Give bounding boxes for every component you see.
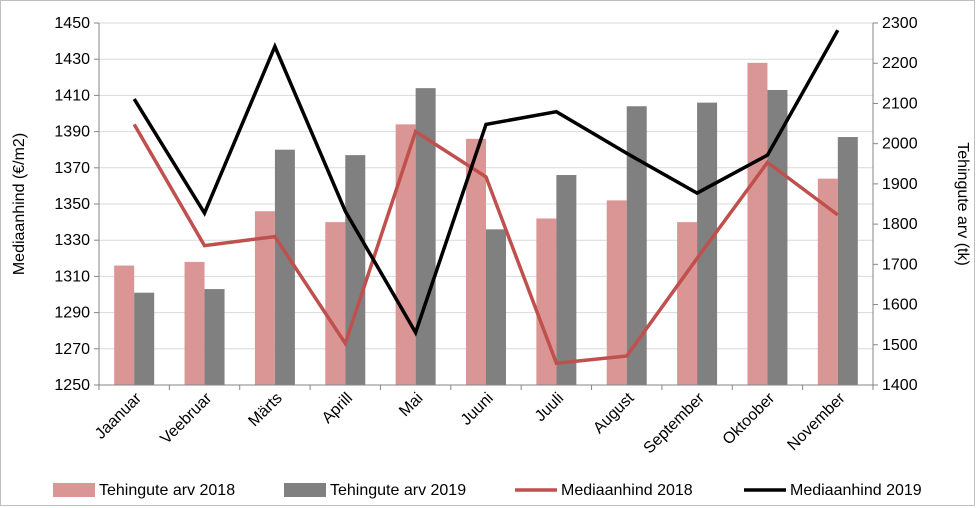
y2-tick-label-0: 1400 bbox=[882, 377, 918, 394]
y-tick-label-2: 1290 bbox=[54, 305, 90, 322]
y-tick-label-3: 1310 bbox=[54, 268, 90, 285]
bar-2018-5 bbox=[466, 138, 486, 385]
y-tick-label-6: 1370 bbox=[54, 160, 90, 177]
legend-item-tehingute-2018: Tehingute arv 2018 bbox=[53, 482, 235, 499]
legend-item-tehingute-2019: Tehingute arv 2019 bbox=[284, 482, 466, 499]
bar-2019-3 bbox=[345, 155, 366, 385]
y2-axis-title: Tehingute arv (tk) bbox=[954, 142, 971, 266]
x-tick-label-6: Juuli bbox=[532, 390, 567, 425]
legend-item-mediaanhind-2019-label: Mediaanhind 2019 bbox=[790, 482, 922, 499]
line-mediaanhind-2019 bbox=[132, 29, 840, 337]
x-tick-label-3: Aprill bbox=[319, 390, 356, 427]
y-tick-label-8: 1410 bbox=[54, 87, 90, 104]
x-tick-label-8: September bbox=[641, 389, 709, 457]
y2-tick-label-7: 2100 bbox=[882, 95, 918, 112]
legend-item-mediaanhind-2018: Mediaanhind 2018 bbox=[515, 482, 693, 499]
line-mediaanhind-2018 bbox=[132, 123, 839, 366]
x-tick-label-4: Mai bbox=[396, 390, 426, 420]
bar-2019-6 bbox=[556, 175, 577, 385]
legend-item-tehingute-2019-swatch bbox=[284, 483, 326, 497]
x-tick-label-0: Jaanuar bbox=[92, 389, 145, 442]
y-tick-label-0: 1250 bbox=[54, 377, 90, 394]
x-tick-label-5: Juuni bbox=[458, 390, 497, 429]
bar-2019-2 bbox=[274, 149, 295, 385]
y-tick-label-10: 1450 bbox=[54, 15, 90, 32]
y2-tick-label-5: 1900 bbox=[882, 176, 918, 193]
legend-item-mediaanhind-2018-label: Mediaanhind 2018 bbox=[561, 482, 693, 499]
line-series-group bbox=[132, 29, 840, 366]
bar-2018-10 bbox=[817, 178, 838, 385]
legend-item-tehingute-2018-swatch bbox=[53, 483, 95, 497]
bar-2019-1 bbox=[204, 289, 225, 385]
bar-2018-6 bbox=[536, 218, 557, 385]
y2-tick-label-1: 1500 bbox=[882, 337, 918, 354]
y-tick-label-1: 1270 bbox=[54, 341, 90, 358]
bar-2019-9 bbox=[767, 89, 788, 385]
bar-series-group bbox=[114, 62, 858, 386]
x-tick-label-7: August bbox=[590, 389, 638, 437]
y-tick-label-9: 1430 bbox=[54, 51, 90, 68]
legend-item-tehingute-2019-label: Tehingute arv 2019 bbox=[330, 482, 466, 499]
bar-2018-3 bbox=[325, 222, 346, 385]
legend: Tehingute arv 2018 Tehingute arv 2019 Medi… bbox=[53, 482, 922, 499]
bar-2019-10 bbox=[837, 137, 858, 385]
bar-2018-9 bbox=[747, 62, 768, 385]
bar-2019-4 bbox=[415, 88, 436, 385]
bar-2018-1 bbox=[184, 261, 205, 385]
x-tick-label-9: Oktoober bbox=[720, 389, 779, 448]
x-tick-label-2: Märts bbox=[245, 390, 285, 430]
legend-item-tehingute-2018-label: Tehingute arv 2018 bbox=[99, 482, 235, 499]
y-tick-label-4: 1330 bbox=[54, 232, 90, 249]
y-tick-label-7: 1390 bbox=[54, 124, 90, 141]
bar-2019-7 bbox=[626, 106, 647, 385]
bar-2018-0 bbox=[114, 265, 135, 385]
bar-2018-4 bbox=[395, 124, 416, 386]
bar-2018-7 bbox=[606, 200, 627, 385]
y2-tick-label-2: 1600 bbox=[882, 297, 918, 314]
bar-2019-0 bbox=[134, 292, 155, 385]
y2-tick-label-3: 1700 bbox=[882, 256, 918, 273]
legend-item-mediaanhind-2019: Mediaanhind 2019 bbox=[744, 482, 922, 499]
y2-tick-label-6: 2000 bbox=[882, 136, 918, 153]
x-tick-label-1: Veebruar bbox=[157, 389, 215, 447]
y-axis-title: Mediaanhind (€/m2) bbox=[11, 133, 28, 275]
bar-2019-5 bbox=[486, 229, 506, 385]
y2-tick-label-4: 1800 bbox=[882, 216, 918, 233]
y2-tick-label-8: 2200 bbox=[882, 55, 918, 72]
y-tick-label-5: 1350 bbox=[54, 196, 90, 213]
x-tick-label-10: November bbox=[784, 389, 849, 454]
bar-2018-2 bbox=[254, 211, 275, 385]
bar-2018-8 bbox=[677, 222, 698, 385]
y2-tick-label-9: 2300 bbox=[882, 15, 918, 32]
